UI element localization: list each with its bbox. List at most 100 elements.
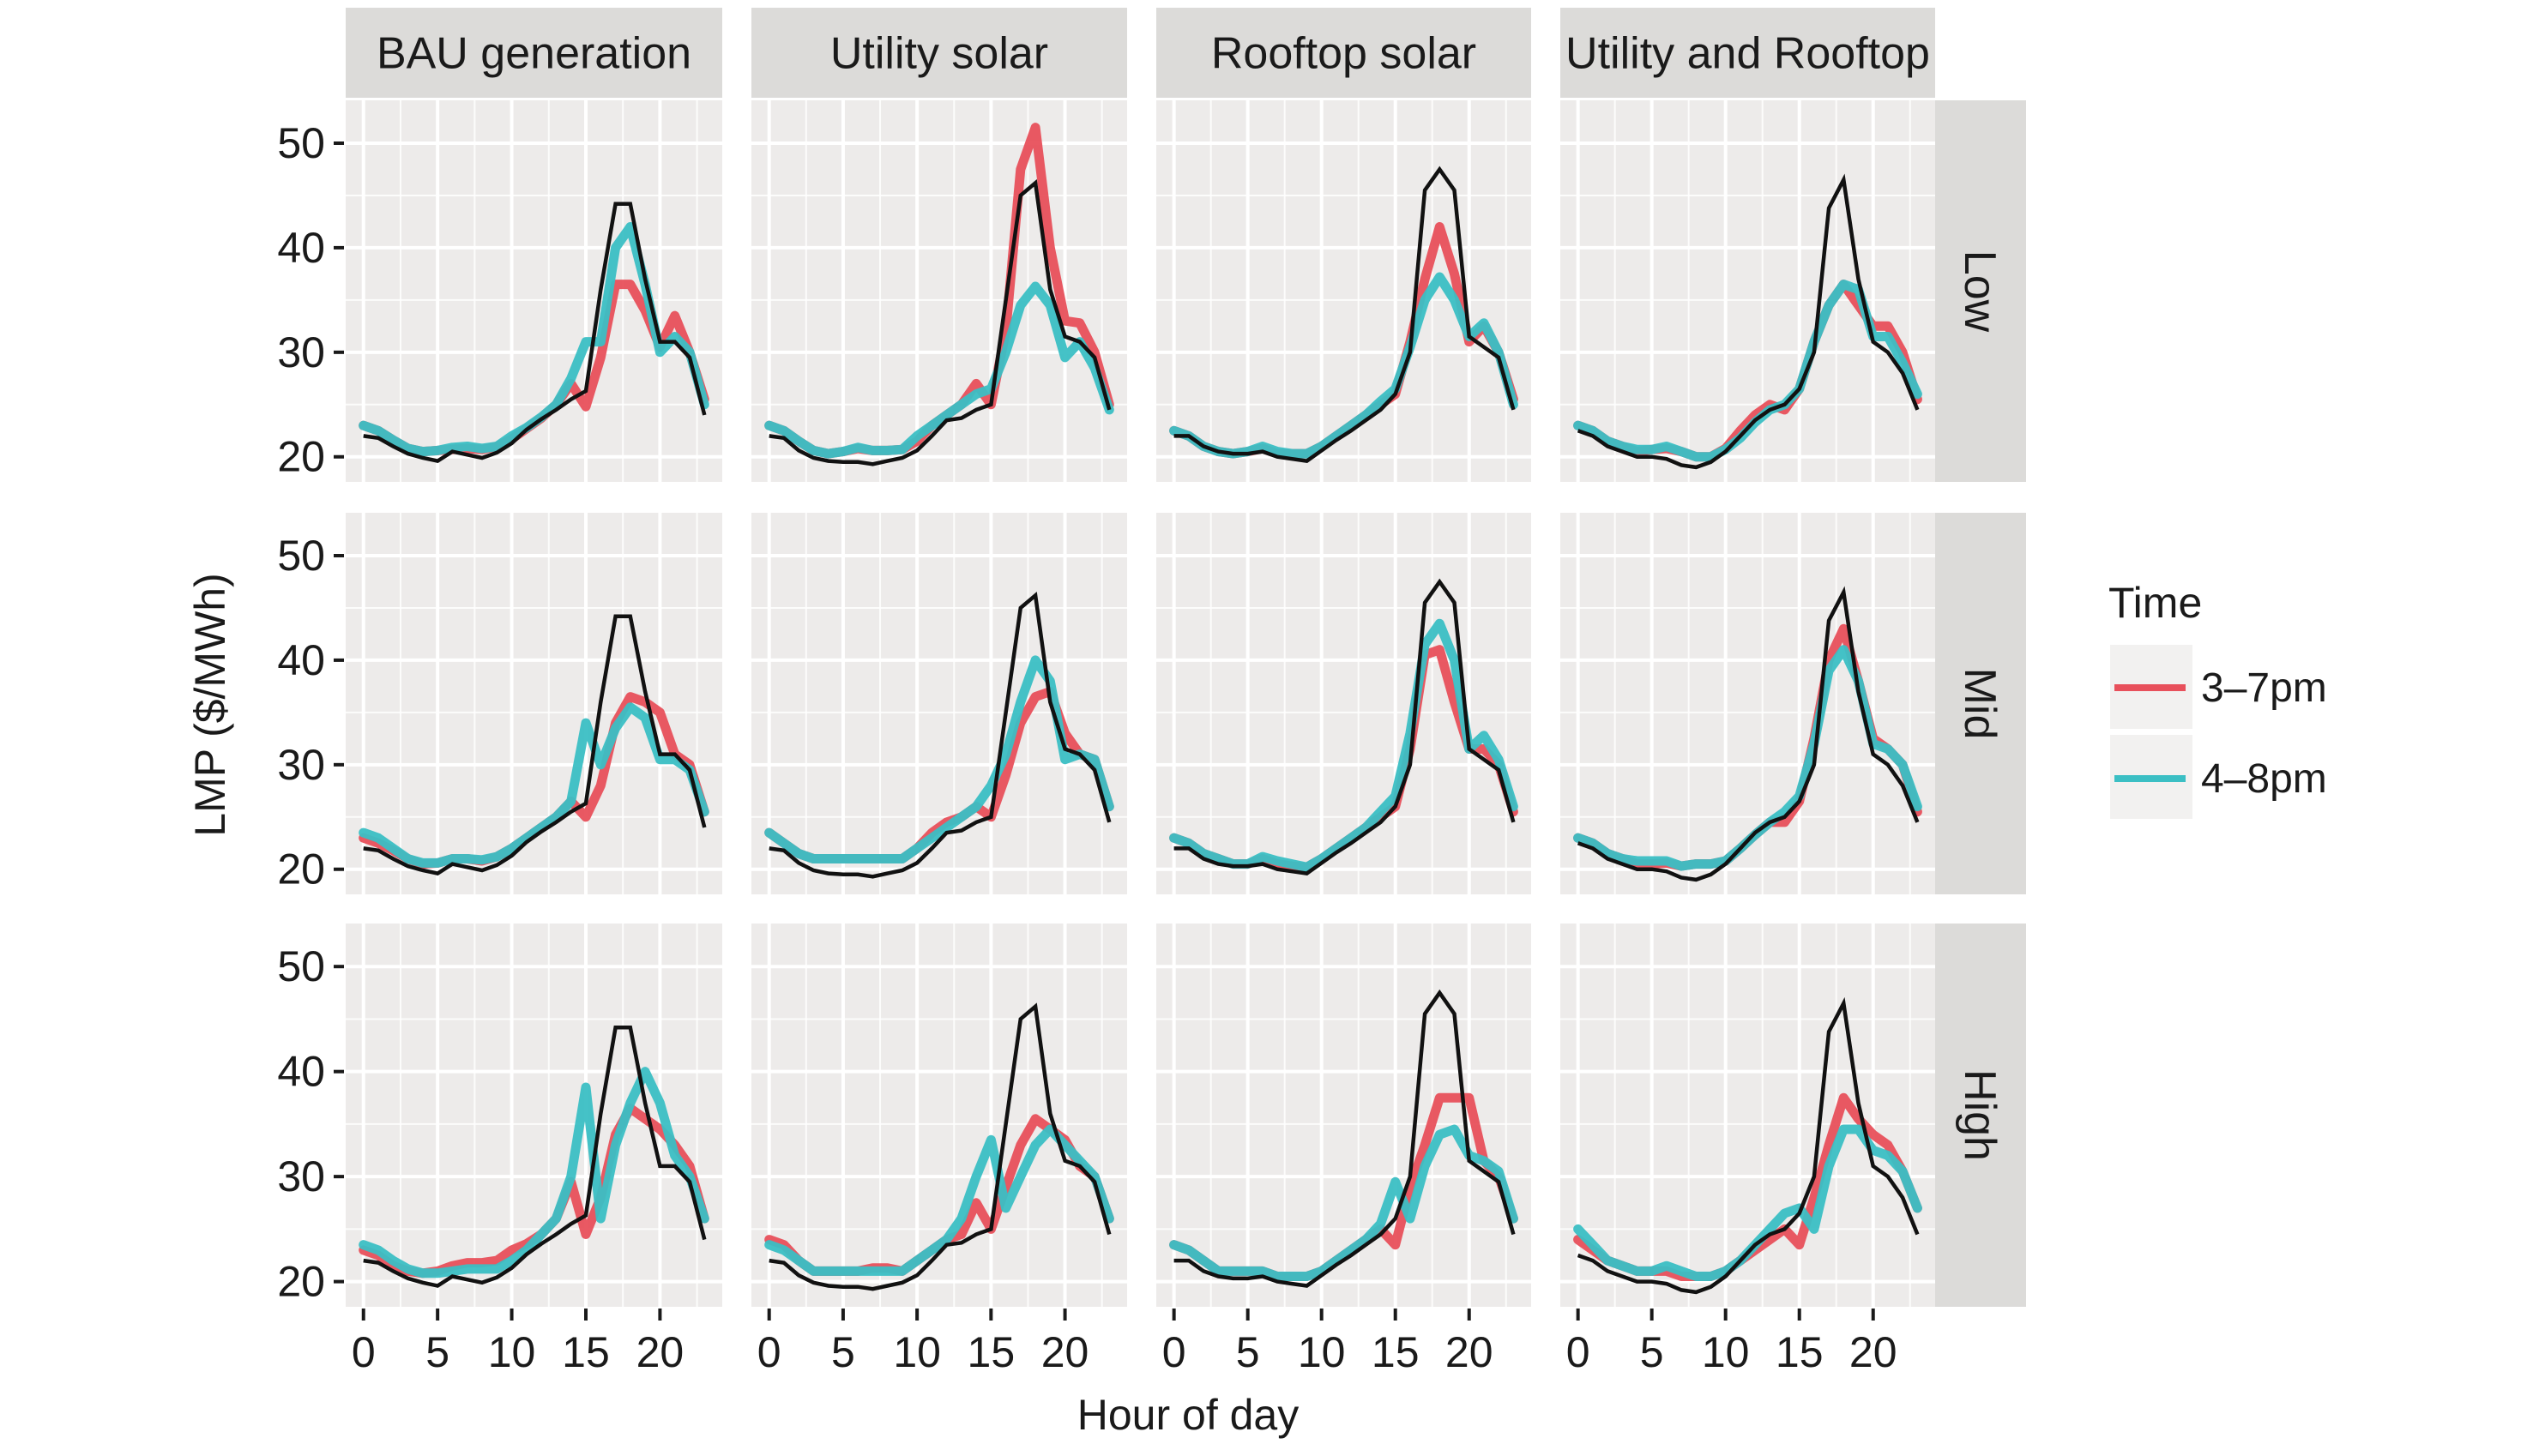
- panel-low-bau-generation: [346, 100, 722, 482]
- x-tick-label: 20: [636, 1328, 685, 1376]
- series-line-4-8pm: [764, 655, 1114, 863]
- row-strip-label: Low: [1955, 250, 2005, 333]
- x-tick-label: 0: [1566, 1328, 1590, 1376]
- x-tick-label: 5: [1236, 1328, 1260, 1376]
- x-tick-label: 10: [488, 1328, 536, 1376]
- strip-background: [751, 8, 1127, 98]
- baseline-line: [769, 591, 1112, 879]
- row-strips: Low Mid High: [1935, 100, 2026, 1307]
- x-axes: 0 5 10 15 20 0 5 10 15 20 0 5 10 15 20 0 5 10 15 20: [352, 1309, 1897, 1376]
- y-axis-mid: 20 30 40 50: [277, 532, 344, 893]
- panel-low-rooftop-solar: [1156, 100, 1531, 482]
- panel-low-utility-and-rooftop: [1560, 100, 1935, 482]
- column-strip-label: Utility solar: [830, 29, 1048, 79]
- panel-low-utility-solar: [751, 100, 1127, 482]
- baseline-line: [1577, 996, 1920, 1295]
- x-tick-label: 15: [1372, 1328, 1420, 1376]
- row-strip-low: Low: [1935, 100, 2026, 482]
- strip-background: [1935, 100, 2026, 482]
- y-tick-label: 40: [277, 636, 325, 684]
- y-axes: 20 30 40 50 20 30 40 50 20 30 40 50: [277, 119, 344, 1306]
- x-tick-label: 15: [968, 1328, 1016, 1376]
- series-line-4-8pm: [1169, 1124, 1518, 1281]
- y-axis-low: 20 30 40 50: [277, 119, 344, 481]
- panel-high-rooftop-solar: [1156, 924, 1531, 1307]
- strip-background: [1156, 8, 1531, 98]
- column-strips: BAU generation Utility solar Rooftop solar…: [346, 8, 1935, 98]
- row-strip-mid: Mid: [1935, 513, 2026, 894]
- y-tick-label: 30: [277, 1152, 325, 1200]
- y-axis-high: 20 30 40 50: [277, 942, 344, 1306]
- baseline-line: [769, 1002, 1112, 1291]
- series-line-4-8pm: [359, 702, 709, 868]
- column-strip-utility-solar: Utility solar: [751, 8, 1127, 98]
- legend-label: 3–7pm: [2201, 665, 2327, 711]
- column-strip-rooftop-solar: Rooftop solar: [1156, 8, 1531, 98]
- row-strip-label: Mid: [1955, 668, 2005, 740]
- legend-entry-4-8pm[interactable]: 4–8pm: [2110, 735, 2327, 819]
- panel-mid-rooftop-solar: [1156, 513, 1531, 894]
- x-tick-label: 5: [831, 1328, 855, 1376]
- x-tick-label: 20: [1041, 1328, 1089, 1376]
- panels-layer: [346, 100, 1935, 1307]
- strip-background: [1935, 513, 2026, 894]
- x-tick-label: 20: [1849, 1328, 1897, 1376]
- x-axis-title: Hour of day: [1077, 1391, 1299, 1439]
- x-axis-bau-generation: 0 5 10 15 20: [352, 1309, 684, 1376]
- x-axis-rooftop-solar: 0 5 10 15 20: [1162, 1309, 1493, 1376]
- x-tick-label: 5: [425, 1328, 449, 1376]
- panel-high-utility-and-rooftop: [1560, 924, 1935, 1307]
- series-line-4-8pm: [764, 281, 1114, 459]
- column-strip-label: Rooftop solar: [1211, 29, 1476, 79]
- strip-background: [346, 8, 722, 98]
- y-tick-label: 40: [277, 1048, 325, 1096]
- baseline-line: [1173, 165, 1516, 463]
- series-line-4-8pm: [1169, 618, 1518, 872]
- x-tick-label: 0: [1162, 1328, 1186, 1376]
- baseline-line: [1173, 989, 1516, 1288]
- panel-high-utility-solar: [751, 924, 1127, 1307]
- legend-title: Time: [2108, 579, 2202, 627]
- series-line-4-8pm: [764, 1124, 1114, 1276]
- baseline-line: [363, 1025, 707, 1288]
- column-strip-label: Utility and Rooftop: [1565, 29, 1930, 79]
- y-tick-label: 20: [277, 845, 325, 893]
- x-tick-label: 10: [893, 1328, 941, 1376]
- x-axis-utility-solar: 0 5 10 15 20: [757, 1309, 1089, 1376]
- series-line-4-8pm: [359, 1067, 709, 1279]
- baseline-line: [363, 614, 707, 875]
- panel-mid-utility-and-rooftop: [1560, 513, 1935, 894]
- x-tick-label: 0: [757, 1328, 781, 1376]
- panel-mid-bau-generation: [346, 513, 722, 894]
- x-tick-label: 15: [1776, 1328, 1824, 1376]
- baseline-line: [363, 202, 707, 463]
- legend-label: 4–8pm: [2201, 756, 2327, 802]
- y-tick-label: 50: [277, 942, 325, 990]
- baseline-line: [1577, 173, 1920, 470]
- y-axis-title: LMP ($/MWh): [186, 573, 234, 836]
- row-strip-label: High: [1955, 1069, 2005, 1161]
- baseline-line: [1577, 586, 1920, 882]
- column-strip-label: BAU generation: [377, 29, 691, 79]
- panel-background: [1156, 100, 1531, 482]
- y-tick-label: 40: [277, 224, 325, 272]
- y-tick-label: 50: [277, 119, 325, 167]
- panel-high-bau-generation: [346, 924, 722, 1307]
- y-tick-label: 20: [277, 1258, 325, 1306]
- x-tick-label: 20: [1445, 1328, 1493, 1376]
- column-strip-bau-generation: BAU generation: [346, 8, 722, 98]
- column-strip-utility-and-rooftop: Utility and Rooftop: [1560, 8, 1935, 98]
- strip-background: [1935, 924, 2026, 1307]
- y-tick-label: 20: [277, 433, 325, 481]
- x-tick-label: 15: [562, 1328, 610, 1376]
- x-tick-label: 0: [352, 1328, 376, 1376]
- legend: Time 3–7pm 4–8pm: [2108, 579, 2327, 819]
- y-tick-label: 30: [277, 328, 325, 376]
- baseline-line: [769, 178, 1112, 466]
- panel-mid-utility-solar: [751, 513, 1127, 894]
- y-tick-label: 50: [277, 532, 325, 580]
- baseline-line: [1173, 578, 1516, 875]
- legend-entry-3-7pm[interactable]: 3–7pm: [2110, 645, 2327, 729]
